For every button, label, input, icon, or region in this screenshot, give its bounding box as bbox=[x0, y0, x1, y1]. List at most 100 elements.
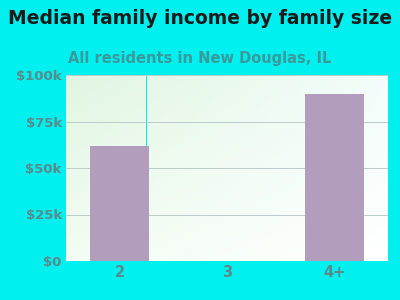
Bar bbox=[291, 227, 295, 230]
Bar bbox=[111, 187, 114, 188]
Bar bbox=[333, 174, 336, 176]
Bar bbox=[320, 164, 324, 166]
Bar bbox=[201, 203, 204, 205]
Bar bbox=[246, 170, 250, 172]
Bar bbox=[111, 239, 114, 241]
Bar bbox=[278, 101, 282, 103]
Bar bbox=[134, 211, 137, 213]
Bar bbox=[349, 151, 352, 153]
Bar bbox=[130, 118, 134, 120]
Bar bbox=[124, 144, 127, 146]
Bar bbox=[192, 231, 195, 233]
Bar bbox=[69, 241, 72, 242]
Bar bbox=[224, 237, 227, 239]
Bar bbox=[98, 250, 102, 252]
Bar bbox=[105, 176, 108, 177]
Bar bbox=[69, 164, 72, 166]
Bar bbox=[66, 127, 69, 129]
Bar bbox=[162, 244, 166, 246]
Bar bbox=[298, 185, 301, 187]
Bar bbox=[259, 101, 262, 103]
Bar bbox=[230, 81, 234, 82]
Bar bbox=[198, 131, 201, 133]
Bar bbox=[382, 214, 385, 216]
Bar bbox=[282, 160, 285, 162]
Bar bbox=[246, 90, 250, 92]
Bar bbox=[124, 103, 127, 105]
Bar bbox=[153, 250, 156, 252]
Bar bbox=[340, 255, 343, 257]
Bar bbox=[304, 118, 308, 120]
Bar bbox=[95, 190, 98, 192]
Bar bbox=[208, 176, 211, 177]
Bar bbox=[314, 187, 317, 188]
Bar bbox=[359, 254, 362, 255]
Bar bbox=[356, 122, 359, 123]
Bar bbox=[185, 116, 188, 118]
Bar bbox=[111, 136, 114, 138]
Bar bbox=[298, 97, 301, 99]
Bar bbox=[162, 246, 166, 248]
Bar bbox=[272, 177, 275, 179]
Bar bbox=[134, 181, 137, 183]
Bar bbox=[304, 86, 308, 88]
Bar bbox=[327, 211, 330, 213]
Bar bbox=[79, 114, 82, 116]
Bar bbox=[369, 86, 372, 88]
Bar bbox=[111, 188, 114, 190]
Bar bbox=[372, 179, 375, 181]
Bar bbox=[259, 159, 262, 161]
Bar bbox=[130, 82, 134, 84]
Bar bbox=[143, 250, 146, 252]
Bar bbox=[214, 196, 217, 198]
Bar bbox=[256, 88, 259, 90]
Bar bbox=[301, 140, 304, 142]
Bar bbox=[272, 241, 275, 242]
Bar bbox=[278, 110, 282, 112]
Bar bbox=[295, 84, 298, 86]
Bar bbox=[98, 192, 102, 194]
Bar bbox=[272, 122, 275, 123]
Bar bbox=[320, 257, 324, 259]
Bar bbox=[311, 170, 314, 172]
Bar bbox=[72, 101, 76, 103]
Bar bbox=[208, 97, 211, 99]
Bar bbox=[304, 214, 308, 216]
Bar bbox=[234, 144, 237, 146]
Bar bbox=[234, 183, 237, 185]
Bar bbox=[217, 159, 220, 161]
Bar bbox=[211, 166, 214, 168]
Bar bbox=[137, 159, 140, 161]
Bar bbox=[259, 179, 262, 181]
Bar bbox=[153, 179, 156, 181]
Bar bbox=[369, 77, 372, 79]
Bar bbox=[98, 95, 102, 97]
Bar bbox=[153, 213, 156, 214]
Bar bbox=[327, 255, 330, 257]
Bar bbox=[308, 164, 311, 166]
Bar bbox=[192, 254, 195, 255]
Bar bbox=[304, 226, 308, 227]
Bar bbox=[240, 99, 243, 101]
Bar bbox=[282, 148, 285, 149]
Bar bbox=[333, 148, 336, 149]
Bar bbox=[166, 131, 169, 133]
Bar bbox=[317, 88, 320, 90]
Bar bbox=[327, 216, 330, 218]
Bar bbox=[169, 185, 172, 187]
Bar bbox=[130, 181, 134, 183]
Bar bbox=[98, 230, 102, 231]
Bar bbox=[269, 214, 272, 216]
Bar bbox=[372, 168, 375, 170]
Bar bbox=[224, 129, 227, 131]
Bar bbox=[327, 254, 330, 255]
Bar bbox=[195, 134, 198, 136]
Bar bbox=[79, 151, 82, 153]
Bar bbox=[124, 127, 127, 129]
Bar bbox=[108, 246, 111, 248]
Bar bbox=[304, 250, 308, 252]
Bar bbox=[153, 216, 156, 218]
Bar bbox=[336, 257, 340, 259]
Bar bbox=[256, 131, 259, 133]
Bar bbox=[185, 149, 188, 151]
